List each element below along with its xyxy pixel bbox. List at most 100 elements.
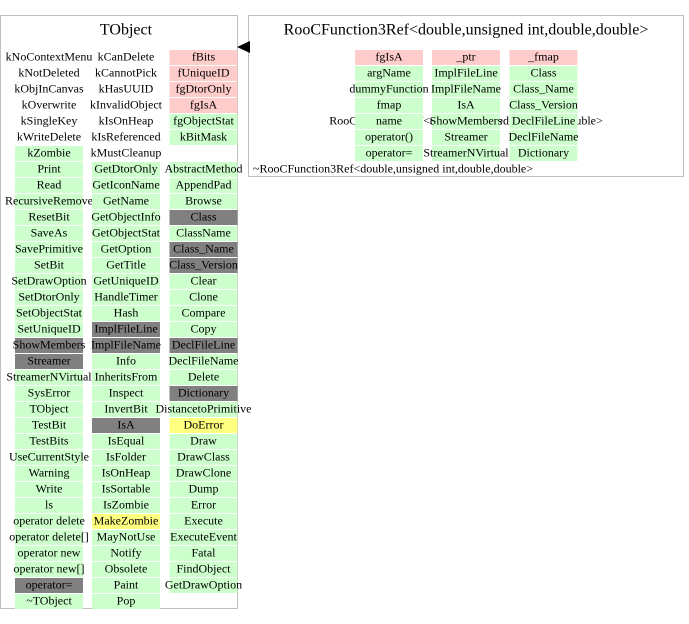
- member-cell: [92, 386, 160, 401]
- member-cell: [169, 114, 238, 129]
- cells: RooCFunction3Ref<double,unsigned int,dou…: [5, 49, 603, 609]
- member-label: Execute: [184, 513, 223, 527]
- member-label: Compare: [182, 305, 226, 319]
- member-label: Class_Name: [513, 81, 574, 95]
- member-cell: [92, 402, 160, 417]
- member-label: kBitMask: [180, 129, 227, 143]
- member-cell: [15, 578, 83, 593]
- member-label: UseCurrentStyle: [9, 449, 89, 463]
- member-label: HandleTimer: [94, 289, 158, 303]
- member-cell: [92, 338, 160, 353]
- member-label: fgIsA: [375, 49, 403, 63]
- member-cell: [169, 130, 238, 145]
- member-label: Class_Name: [173, 241, 234, 255]
- member-label: IsOnHeap: [102, 465, 151, 479]
- member-cell: [92, 434, 160, 449]
- member-cell: [355, 82, 423, 97]
- member-label: AppendPad: [176, 177, 232, 191]
- member-label: Read: [37, 177, 62, 191]
- member-cell: [15, 306, 83, 321]
- member-cell: [169, 162, 238, 177]
- member-cell: [169, 274, 238, 289]
- member-label: DistancetoPrimitive: [156, 401, 252, 415]
- member-label: GetObjectStat: [92, 225, 161, 239]
- member-label: GetObjectInfo: [91, 209, 160, 223]
- member-label: StreamerNVirtual: [423, 145, 509, 159]
- member-label: kObjInCanvas: [14, 81, 84, 95]
- member-cell: [169, 98, 238, 113]
- member-label: kSingleKey: [21, 113, 78, 127]
- member-label: ShowMembers: [13, 337, 86, 351]
- member-label: SavePrimitive: [15, 241, 83, 255]
- member-label: StreamerNVirtual: [6, 369, 92, 383]
- member-cell: [169, 514, 238, 529]
- member-cell: [169, 562, 238, 577]
- member-label: fgDtorOnly: [176, 81, 232, 95]
- member-cell: [169, 242, 238, 257]
- class-title: TObject: [100, 22, 153, 39]
- member-label: ClassName: [176, 225, 231, 239]
- member-cell: [92, 450, 160, 465]
- member-cell: [509, 130, 578, 145]
- member-cell: [169, 466, 238, 481]
- member-label: MakeZombie: [94, 513, 159, 527]
- member-label: IsZombie: [103, 497, 149, 511]
- member-label: Streamer: [27, 353, 70, 367]
- member-cell: [169, 338, 238, 353]
- member-label: Warning: [28, 465, 69, 479]
- member-label: fmap: [377, 97, 402, 111]
- member-cell: [432, 114, 500, 129]
- member-label: Delete: [188, 369, 219, 383]
- member-label: Fatal: [192, 545, 217, 559]
- member-cell: [169, 578, 238, 593]
- member-cell: [15, 242, 83, 257]
- member-label: Error: [191, 497, 216, 511]
- member-label: Class: [530, 65, 556, 79]
- member-cell: [15, 418, 83, 433]
- member-label: operator delete[]: [9, 529, 89, 543]
- member-label: GetDrawOption: [165, 577, 242, 591]
- member-label: operator delete: [13, 513, 85, 527]
- member-label: _ptr: [455, 49, 475, 63]
- member-cell: [15, 354, 83, 369]
- member-cell: [15, 322, 83, 337]
- member-cell: [169, 354, 238, 369]
- member-cell: [169, 402, 238, 417]
- member-label: kNotDeleted: [18, 65, 79, 79]
- member-label: fgIsA: [190, 97, 218, 111]
- member-cell: [92, 274, 160, 289]
- member-label: Dictionary: [518, 145, 569, 159]
- member-label: fBits: [192, 49, 216, 63]
- member-cell: [169, 322, 238, 337]
- inheritance-arrow: [237, 41, 250, 53]
- member-cell: [432, 82, 500, 97]
- member-label: Inspect: [109, 385, 144, 399]
- member-label: Notify: [110, 545, 141, 559]
- member-label: operator=: [26, 577, 73, 591]
- member-label: GetTitle: [106, 257, 146, 271]
- member-cell: [509, 66, 578, 81]
- member-label: kIsOnHeap: [99, 113, 154, 127]
- member-label: SetUniqueID: [17, 321, 81, 335]
- member-cell: [355, 146, 423, 161]
- member-label: Copy: [190, 321, 216, 335]
- member-cell: [355, 130, 423, 145]
- member-cell: [92, 178, 160, 193]
- member-label: ShowMembers: [430, 113, 503, 127]
- member-label: ls: [45, 497, 53, 511]
- member-cell: [15, 434, 83, 449]
- member-cell: [169, 434, 238, 449]
- member-label: Paint: [114, 577, 139, 591]
- member-cell: [92, 162, 160, 177]
- member-label: Class_Version: [509, 97, 578, 111]
- member-cell: [432, 146, 500, 161]
- member-label: DeclFileLine: [172, 337, 235, 351]
- member-label: DeclFileName: [509, 129, 579, 143]
- member-label: ImplFileLine: [434, 65, 497, 79]
- member-label: kOverwrite: [22, 97, 77, 111]
- member-cell: [509, 146, 578, 161]
- member-cell: [92, 194, 160, 209]
- member-cell: [92, 530, 160, 545]
- member-label: ImplFileName: [431, 81, 501, 95]
